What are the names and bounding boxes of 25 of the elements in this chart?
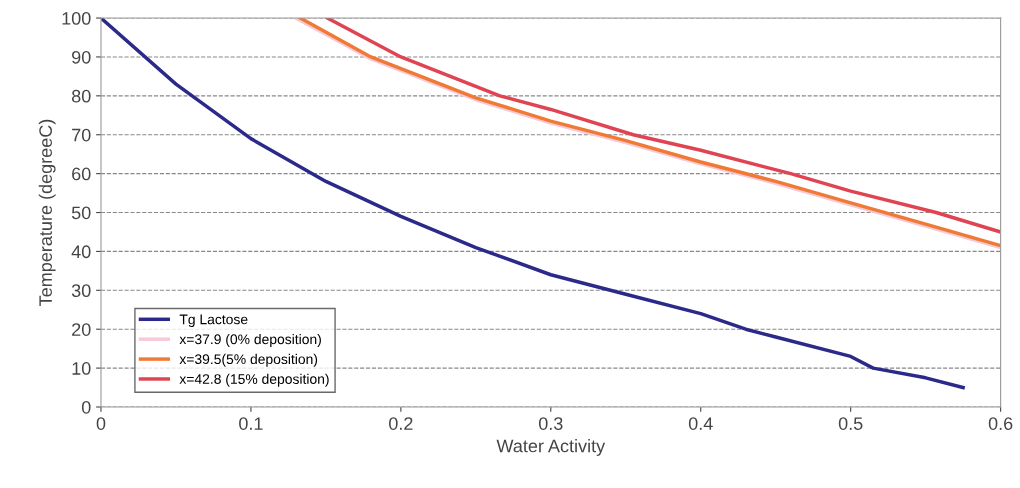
legend-label: Tg Lactose [179, 314, 248, 328]
x-tick-label: 0.2 [389, 417, 413, 430]
legend-label: x=39.5(5% deposition) [179, 353, 318, 367]
legend-label: x=37.9 (0% deposition) [179, 333, 321, 347]
y-tick-label: 60 [72, 167, 91, 181]
x-tick-label: 0.5 [838, 417, 863, 430]
y-tick-label: 50 [71, 206, 91, 220]
x-tick-label: 0 [96, 417, 106, 430]
y-tick-label: 20 [72, 323, 91, 336]
y-tick-label: 70 [72, 128, 91, 142]
x-tick-label: 0.6 [988, 417, 1013, 430]
y-tick-label: 100 [62, 11, 91, 25]
line-series [100, 18, 965, 390]
y-tick-label: 0 [81, 400, 91, 414]
y-axis-title: Temperature (degreeC) [38, 119, 56, 306]
y-tick-label: 30 [71, 284, 91, 298]
x-tick-label: 0.4 [688, 417, 713, 430]
legend-label: x=42.8 (15% deposition) [179, 373, 329, 387]
x-axis-title: Water Activity [496, 439, 606, 456]
y-tick-label: 10 [72, 362, 91, 375]
y-tick-label: 80 [71, 89, 91, 103]
y-tick-label: 90 [72, 50, 91, 64]
x-tick-label: 0.3 [538, 417, 563, 430]
y-tick-label: 40 [71, 245, 91, 259]
x-tick-label: 0.1 [239, 417, 263, 430]
